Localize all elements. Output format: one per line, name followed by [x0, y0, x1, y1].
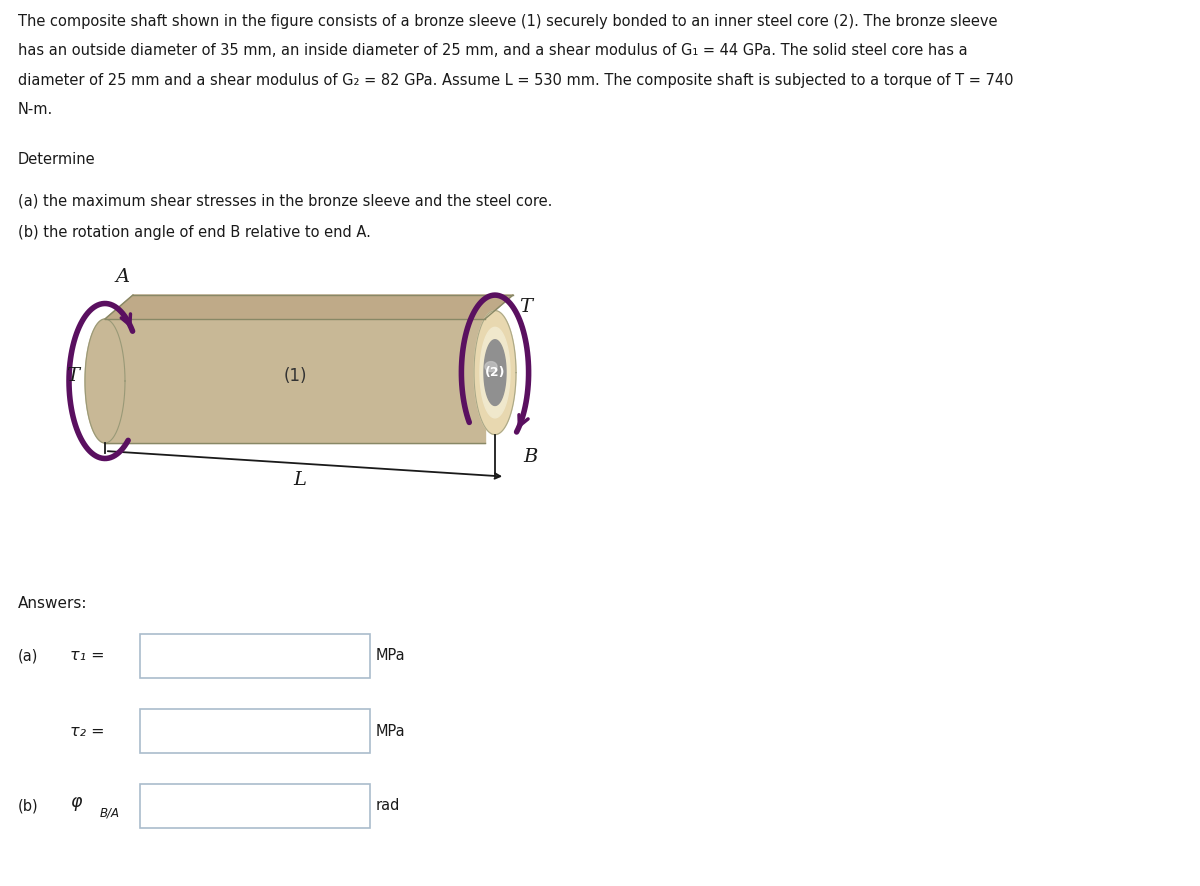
Text: T: T [518, 298, 532, 315]
Text: MPa: MPa [376, 724, 406, 739]
Text: MPa: MPa [376, 649, 406, 664]
Polygon shape [85, 319, 125, 443]
Text: B/A: B/A [100, 806, 120, 820]
Polygon shape [474, 311, 516, 435]
Text: L: L [294, 470, 306, 489]
Text: Answers:: Answers: [18, 596, 88, 611]
Text: (1): (1) [283, 367, 307, 385]
Polygon shape [106, 295, 514, 319]
Text: has an outside diameter of 35 mm, an inside diameter of 25 mm, and a shear modul: has an outside diameter of 35 mm, an ins… [18, 43, 967, 58]
Text: (a) the maximum shear stresses in the bronze sleeve and the steel core.: (a) the maximum shear stresses in the br… [18, 194, 552, 209]
Text: (2): (2) [485, 366, 505, 379]
Polygon shape [480, 327, 510, 418]
Text: τ₂ =: τ₂ = [70, 724, 104, 739]
Text: φ: φ [70, 793, 82, 811]
Polygon shape [484, 339, 506, 406]
Text: (a): (a) [18, 649, 38, 664]
Text: rad: rad [376, 798, 401, 813]
Text: The composite shaft shown in the figure consists of a bronze sleeve (1) securely: The composite shaft shown in the figure … [18, 14, 997, 29]
Polygon shape [106, 319, 485, 443]
FancyBboxPatch shape [140, 709, 370, 753]
Text: diameter of 25 mm and a shear modulus of G₂ = 82 GPa. Assume L = 530 mm. The com: diameter of 25 mm and a shear modulus of… [18, 73, 1014, 88]
Text: (b): (b) [18, 798, 38, 813]
Polygon shape [485, 361, 497, 371]
Text: A: A [116, 268, 130, 286]
Text: Determine: Determine [18, 152, 96, 167]
Text: =: = [140, 798, 152, 813]
Text: (b) the rotation angle of end B relative to end A.: (b) the rotation angle of end B relative… [18, 225, 371, 240]
Text: B: B [523, 447, 538, 466]
FancyBboxPatch shape [140, 634, 370, 678]
FancyBboxPatch shape [140, 784, 370, 828]
Text: N-m.: N-m. [18, 103, 53, 118]
Text: T: T [66, 367, 79, 385]
Text: τ₁ =: τ₁ = [70, 649, 104, 664]
